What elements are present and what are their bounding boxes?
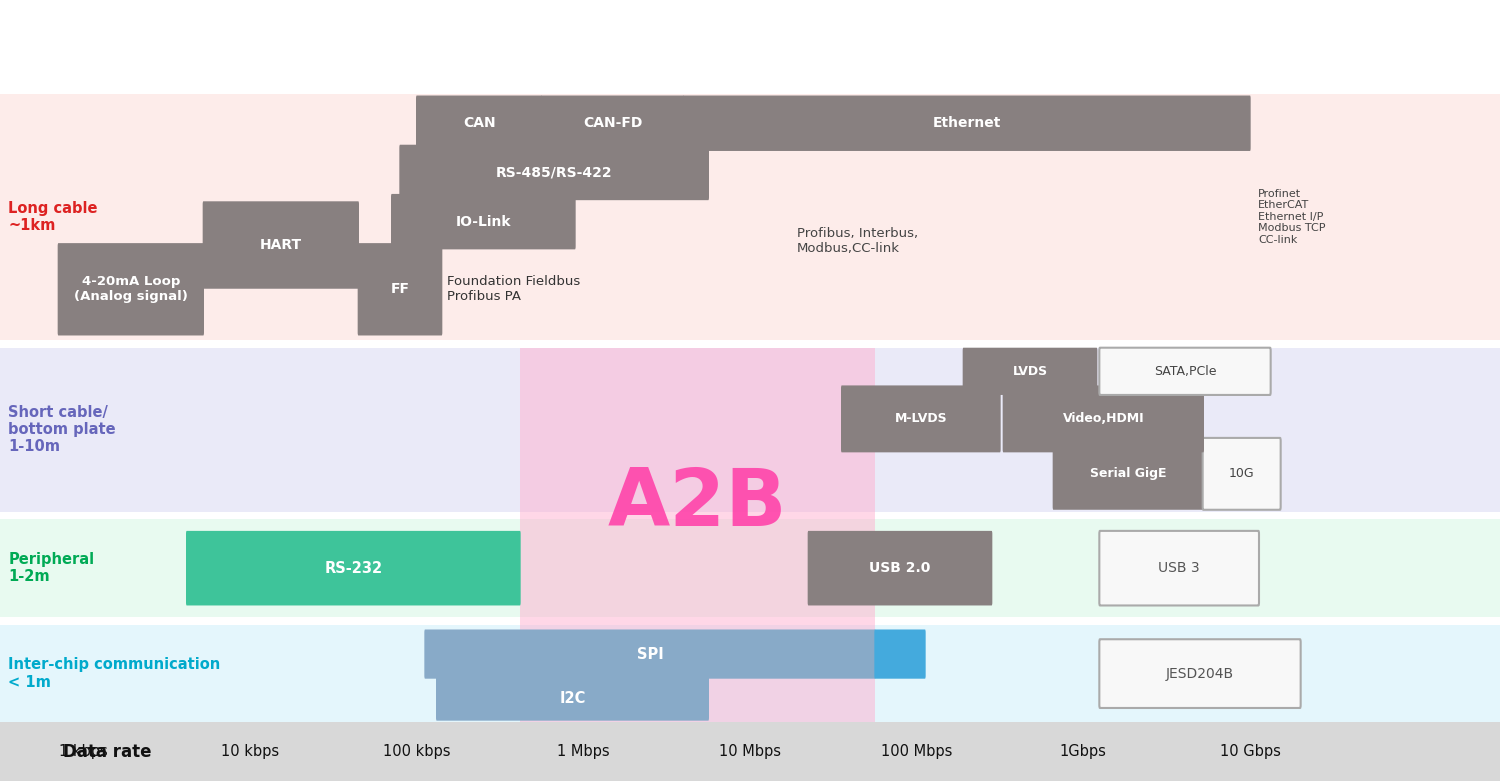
Text: Short cable/
bottom plate
1-10m: Short cable/ bottom plate 1-10m: [9, 405, 115, 455]
FancyBboxPatch shape: [963, 348, 1098, 395]
FancyBboxPatch shape: [202, 201, 358, 289]
Text: LVDS: LVDS: [1013, 365, 1047, 378]
Text: IO-Link: IO-Link: [456, 215, 512, 229]
Text: Serial GigE: Serial GigE: [1090, 467, 1167, 480]
Text: JESD204B: JESD204B: [1166, 667, 1234, 680]
Text: 10G: 10G: [1228, 467, 1254, 480]
Text: HART: HART: [260, 238, 302, 252]
Text: 4-20mA Loop
(Analog signal): 4-20mA Loop (Analog signal): [74, 275, 188, 303]
Text: FF: FF: [390, 282, 410, 296]
Bar: [0, 519, 1500, 617]
FancyBboxPatch shape: [542, 95, 684, 151]
FancyBboxPatch shape: [1053, 438, 1205, 510]
FancyBboxPatch shape: [416, 95, 543, 151]
Text: Inter-chip communication
< 1m: Inter-chip communication < 1m: [9, 658, 220, 690]
Text: Foundation Fieldbus
Profibus PA: Foundation Fieldbus Profibus PA: [447, 275, 580, 303]
FancyBboxPatch shape: [807, 531, 993, 605]
Bar: [0, 625, 1500, 722]
Bar: [0, 94, 1500, 340]
Bar: [520, 348, 874, 722]
Text: Profinet
EtherCAT
Ethernet I/P
Modbus TCP
CC-link: Profinet EtherCAT Ethernet I/P Modbus TC…: [1258, 188, 1326, 245]
FancyBboxPatch shape: [842, 386, 1001, 452]
FancyBboxPatch shape: [436, 676, 710, 721]
Text: I2C: I2C: [560, 690, 585, 705]
FancyBboxPatch shape: [874, 629, 926, 679]
Text: CAN: CAN: [464, 116, 495, 130]
FancyBboxPatch shape: [1002, 386, 1204, 452]
Bar: [0, 722, 1500, 781]
FancyBboxPatch shape: [682, 95, 1251, 151]
Text: SATA,PCle: SATA,PCle: [1154, 365, 1216, 378]
Text: 10 Mbps: 10 Mbps: [718, 744, 782, 759]
Text: M-LVDS: M-LVDS: [894, 412, 946, 426]
FancyBboxPatch shape: [1100, 639, 1300, 708]
Text: 10 Gbps: 10 Gbps: [1220, 744, 1281, 759]
Text: USB 3: USB 3: [1158, 562, 1200, 575]
FancyBboxPatch shape: [1203, 438, 1281, 510]
FancyBboxPatch shape: [357, 243, 442, 336]
FancyBboxPatch shape: [57, 243, 204, 336]
Text: 1Gbps: 1Gbps: [1060, 744, 1107, 759]
FancyBboxPatch shape: [1100, 348, 1270, 395]
Text: Video,HDMI: Video,HDMI: [1062, 412, 1144, 426]
Text: 100 Mbps: 100 Mbps: [880, 744, 952, 759]
Text: 1 Mbps: 1 Mbps: [556, 744, 609, 759]
Text: USB 2.0: USB 2.0: [870, 562, 930, 575]
Text: Peripheral
1-2m: Peripheral 1-2m: [9, 552, 94, 584]
FancyBboxPatch shape: [186, 531, 520, 605]
FancyBboxPatch shape: [424, 629, 876, 679]
Text: Ethernet: Ethernet: [933, 116, 1000, 130]
Text: 1 kbps: 1 kbps: [58, 744, 108, 759]
Text: 100 kbps: 100 kbps: [382, 744, 450, 759]
FancyBboxPatch shape: [1100, 531, 1258, 605]
FancyBboxPatch shape: [399, 144, 710, 200]
Bar: [0, 348, 1500, 512]
Text: 10 kbps: 10 kbps: [220, 744, 279, 759]
Text: RS-232: RS-232: [324, 561, 382, 576]
Text: Long cable
~1km: Long cable ~1km: [9, 201, 98, 233]
Text: SPI: SPI: [636, 647, 663, 662]
Text: CAN-FD: CAN-FD: [584, 116, 642, 130]
Text: A2B: A2B: [608, 465, 788, 543]
FancyBboxPatch shape: [392, 194, 576, 249]
Text: Profibus, Interbus,
Modbus,CC-link: Profibus, Interbus, Modbus,CC-link: [796, 227, 918, 255]
Text: Data rate: Data rate: [63, 743, 152, 761]
Text: RS-485/RS-422: RS-485/RS-422: [496, 166, 612, 180]
